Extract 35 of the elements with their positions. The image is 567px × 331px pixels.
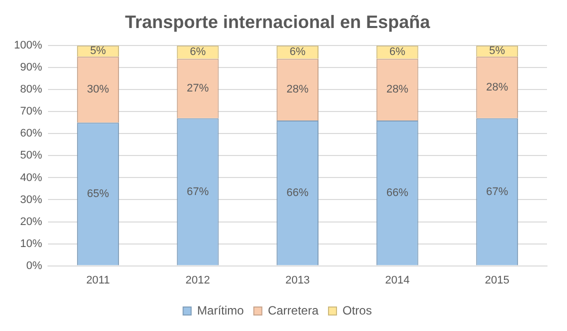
data-label: 5% (90, 45, 106, 58)
data-label: 5% (489, 45, 506, 58)
data-label: 28% (386, 84, 409, 96)
data-label: 30% (87, 84, 110, 96)
x-tick-label: 2015 (484, 274, 510, 286)
legend-label: Otros (342, 303, 372, 318)
data-label: 28% (286, 84, 309, 96)
y-tick-label: 30% (20, 194, 42, 206)
y-tick-label: 20% (20, 216, 42, 228)
data-label: 65% (87, 188, 110, 200)
x-tick-label: 2013 (285, 274, 310, 286)
x-tick-label: 2012 (186, 274, 210, 286)
y-tick-label: 70% (20, 106, 42, 118)
y-tick-label: 80% (20, 84, 42, 96)
y-tick-label: 10% (20, 238, 42, 250)
y-tick-label: 0% (26, 260, 42, 272)
y-tick-label: 100% (14, 40, 42, 52)
data-label: 6% (190, 46, 206, 58)
chart-title: Transporte internacional en España (124, 12, 432, 32)
legend-label: Marítimo (197, 303, 244, 318)
y-tick-label: 50% (20, 150, 42, 162)
x-tick-label: 2014 (385, 274, 410, 286)
data-label: 66% (286, 186, 309, 199)
y-tick-label: 40% (20, 172, 42, 184)
legend-label: Carretera (268, 303, 319, 318)
data-label: 66% (386, 186, 409, 199)
x-tick-label: 2011 (86, 274, 110, 286)
data-label: 67% (186, 186, 210, 198)
data-label: 28% (486, 81, 508, 94)
data-label: 67% (486, 186, 508, 198)
data-label: 27% (186, 82, 210, 95)
data-label: 6% (290, 46, 306, 58)
y-tick-label: 90% (20, 62, 42, 74)
data-label: 6% (389, 46, 406, 58)
y-tick-label: 60% (20, 128, 42, 140)
